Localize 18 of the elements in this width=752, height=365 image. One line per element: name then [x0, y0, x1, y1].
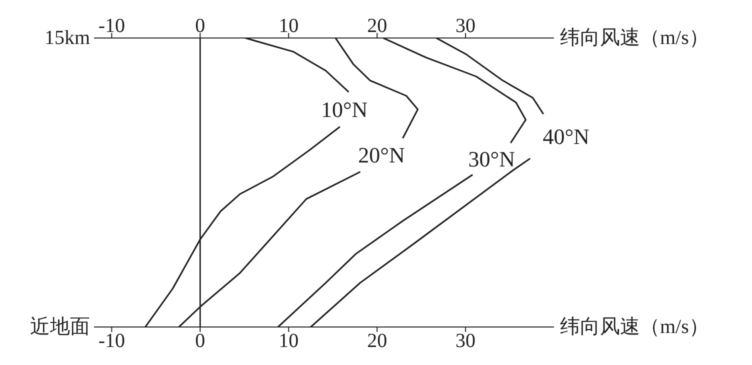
x-tick-label: 30 [456, 330, 476, 352]
x-tick-label: 0 [195, 330, 206, 352]
text: 近地面 [30, 316, 90, 338]
x-tick-label: -10 [98, 330, 126, 352]
x-tick-label: 20 [367, 330, 388, 352]
x2-tick-label: 20 [367, 15, 388, 37]
series-label: 20°N [358, 142, 405, 168]
x2-tick-label: 10 [278, 15, 299, 37]
series-label: 30°N [468, 146, 516, 172]
x2-tick-label: -10 [98, 15, 126, 37]
series-label: 40°N [542, 124, 590, 149]
x2-tick-label: 30 [456, 15, 476, 37]
x-tick-label: 10 [278, 330, 299, 352]
text: 15km [44, 27, 90, 49]
x2-axis-title: 纬向风速（m/s） [560, 27, 709, 49]
series-label: 10°N [321, 96, 368, 122]
x2-tick-label: 0 [195, 15, 206, 37]
x-axis-title: 纬向风速（m/s） [560, 316, 709, 338]
